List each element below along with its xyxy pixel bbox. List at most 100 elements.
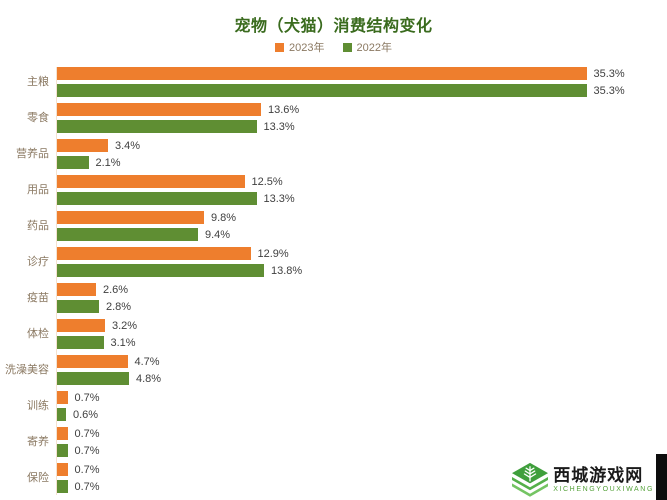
bar-2023年 bbox=[57, 391, 68, 404]
legend-label-2022: 2022年 bbox=[356, 42, 392, 54]
bar-row: 12.5% bbox=[57, 175, 667, 188]
legend-item-2023: 2023年 bbox=[275, 39, 325, 55]
bar-value-label: 12.5% bbox=[251, 175, 283, 188]
bar-2022年 bbox=[57, 408, 66, 421]
category-bars: 12.5% 13.3% bbox=[57, 175, 667, 205]
bar-2022年 bbox=[57, 480, 68, 493]
bar-2022年 bbox=[57, 192, 257, 205]
category-bars: 9.8% 9.4% bbox=[57, 211, 667, 241]
site-logo-icon bbox=[511, 462, 549, 498]
bar-2023年 bbox=[57, 427, 68, 440]
bar-row: 2.6% bbox=[57, 283, 667, 296]
legend-swatch-2023-icon bbox=[275, 42, 285, 52]
category-label: 寄养 bbox=[27, 435, 49, 448]
bar-row: 2.1% bbox=[57, 156, 667, 169]
bar-row: 0.6% bbox=[57, 408, 667, 421]
category-bars: 4.7% 4.8% bbox=[57, 355, 667, 385]
bar-value-label: 0.7% bbox=[74, 391, 100, 404]
bar-value-label: 0.7% bbox=[74, 463, 100, 476]
bar-row: 0.7% bbox=[57, 444, 667, 457]
category-bars: 0.7% 0.7% bbox=[57, 427, 667, 457]
category-bars: 35.3% 35.3% bbox=[57, 67, 667, 97]
bar-row: 0.7% bbox=[57, 463, 667, 476]
category-bars: 0.7% 0.6% bbox=[57, 391, 667, 421]
chart-category-group: 主粮 35.3% 35.3% bbox=[0, 67, 667, 97]
bar-value-label: 0.6% bbox=[73, 408, 99, 421]
chart-category-group: 营养品 3.4% 2.1% bbox=[0, 139, 667, 169]
category-bars: 12.9% 13.8% bbox=[57, 247, 667, 277]
bar-value-label: 35.3% bbox=[593, 67, 625, 80]
bar-row: 0.7% bbox=[57, 391, 667, 404]
bar-row: 13.3% bbox=[57, 120, 667, 133]
bar-value-label: 3.2% bbox=[112, 319, 138, 332]
category-label: 零食 bbox=[27, 111, 49, 124]
chart-category-group: 寄养 0.7% 0.7% bbox=[0, 427, 667, 457]
chart-category-group: 洗澡美容 4.7% 4.8% bbox=[0, 355, 667, 385]
bar-2023年 bbox=[57, 355, 128, 368]
bar-2022年 bbox=[57, 372, 129, 385]
bar-value-label: 2.6% bbox=[103, 283, 129, 296]
bar-row: 9.8% bbox=[57, 211, 667, 224]
category-bars: 3.2% 3.1% bbox=[57, 319, 667, 349]
bar-row: 3.4% bbox=[57, 139, 667, 152]
bar-row: 13.6% bbox=[57, 103, 667, 116]
bar-row: 13.8% bbox=[57, 264, 667, 277]
bar-value-label: 13.6% bbox=[268, 103, 300, 116]
bar-value-label: 13.3% bbox=[263, 192, 295, 205]
legend-swatch-2022-icon bbox=[342, 42, 352, 52]
site-name: 西城游戏网 bbox=[553, 466, 644, 486]
bar-value-label: 9.4% bbox=[205, 228, 231, 241]
bar-value-label: 3.1% bbox=[110, 336, 136, 349]
bar-row: 35.3% bbox=[57, 67, 667, 80]
site-name-latin: XICHENGYOUXIWANG bbox=[553, 485, 654, 493]
category-label: 体检 bbox=[27, 327, 49, 340]
bar-value-label: 12.9% bbox=[257, 247, 289, 260]
bar-2022年 bbox=[57, 444, 68, 457]
category-label: 营养品 bbox=[16, 147, 49, 160]
bar-value-label: 0.7% bbox=[74, 480, 100, 493]
chart-category-group: 用品 12.5% 13.3% bbox=[0, 175, 667, 205]
category-label: 洗澡美容 bbox=[5, 363, 49, 376]
bar-row: 4.8% bbox=[57, 372, 667, 385]
bar-2022年 bbox=[57, 228, 198, 241]
category-label: 药品 bbox=[27, 219, 49, 232]
bar-value-label: 4.7% bbox=[134, 355, 160, 368]
bar-2022年 bbox=[57, 300, 99, 313]
bar-value-label: 4.8% bbox=[136, 372, 162, 385]
y-axis-line bbox=[56, 67, 57, 495]
bar-value-label: 2.1% bbox=[95, 156, 121, 169]
category-label: 用品 bbox=[27, 183, 49, 196]
bar-value-label: 0.7% bbox=[74, 427, 100, 440]
watermark-text: 西城游戏网 XICHENGYOUXIWANG bbox=[553, 467, 654, 493]
bar-2023年 bbox=[57, 211, 204, 224]
bar-value-label: 13.8% bbox=[271, 264, 303, 277]
bar-row: 2.8% bbox=[57, 300, 667, 313]
bar-2023年 bbox=[57, 463, 68, 476]
chart-category-group: 零食 13.6% 13.3% bbox=[0, 103, 667, 133]
chart-category-group: 训练 0.7% 0.6% bbox=[0, 391, 667, 421]
bar-value-label: 0.7% bbox=[74, 444, 100, 457]
bar-2023年 bbox=[57, 139, 108, 152]
chart-category-group: 药品 9.8% 9.4% bbox=[0, 211, 667, 241]
category-label: 主粮 bbox=[27, 75, 49, 88]
bar-value-label: 3.4% bbox=[115, 139, 141, 152]
bar-2022年 bbox=[57, 264, 264, 277]
chart-category-group: 保险 0.7% 0.7% bbox=[0, 463, 667, 493]
chart-category-group: 疫苗 2.6% 2.8% bbox=[0, 283, 667, 313]
legend: 2023年 2022年 bbox=[0, 39, 667, 55]
chart-category-group: 体检 3.2% 3.1% bbox=[0, 319, 667, 349]
category-label: 疫苗 bbox=[27, 291, 49, 304]
legend-label-2023: 2023年 bbox=[289, 42, 325, 54]
bar-2022年 bbox=[57, 84, 587, 97]
watermark-black-bar bbox=[656, 454, 667, 500]
bar-value-label: 9.8% bbox=[211, 211, 237, 224]
chart-category-group: 诊疗 12.9% 13.8% bbox=[0, 247, 667, 277]
category-bars: 13.6% 13.3% bbox=[57, 103, 667, 133]
bar-2023年 bbox=[57, 103, 261, 116]
bar-2023年 bbox=[57, 67, 587, 80]
category-label: 诊疗 bbox=[27, 255, 49, 268]
category-label: 训练 bbox=[27, 399, 49, 412]
bar-2023年 bbox=[57, 283, 96, 296]
bar-row: 3.1% bbox=[57, 336, 667, 349]
